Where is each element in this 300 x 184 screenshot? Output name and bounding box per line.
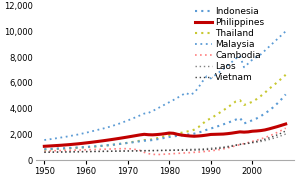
Legend: Indonesia, Philippines, Thailand, Malaysia, Cambodia, Laos, Vietnam: Indonesia, Philippines, Thailand, Malays…: [195, 7, 264, 82]
